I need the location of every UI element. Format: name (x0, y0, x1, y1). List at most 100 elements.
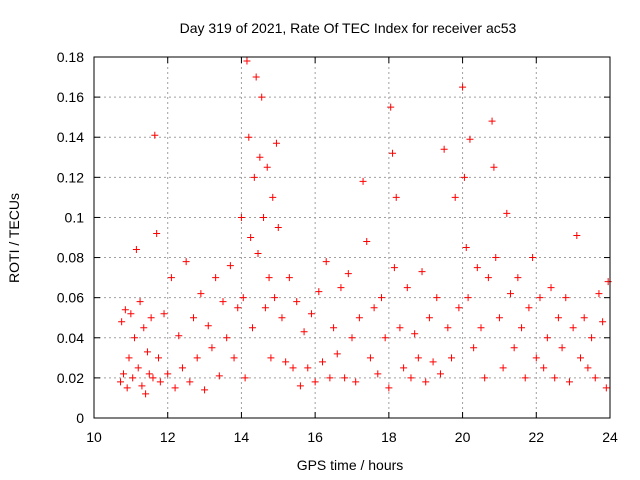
data-point (348, 334, 356, 342)
data-point (215, 372, 223, 380)
chart-title: Day 319 of 2021, Rate Of TEC Index for r… (180, 20, 517, 36)
data-point (147, 314, 155, 322)
data-point (125, 354, 133, 362)
data-point (506, 290, 514, 298)
data-point (129, 374, 137, 382)
data-point (352, 378, 360, 386)
data-point (433, 294, 441, 302)
data-point (164, 370, 172, 378)
data-point (322, 258, 330, 266)
data-point (243, 57, 251, 65)
data-point (473, 264, 481, 272)
data-point (455, 304, 463, 312)
data-point (234, 304, 242, 312)
data-point (271, 294, 279, 302)
data-point (588, 334, 596, 342)
y-axis-label: ROTI / TECUs (6, 193, 22, 283)
data-point (272, 139, 280, 147)
y-tick-label: 0.18 (57, 49, 84, 65)
data-point (149, 374, 157, 382)
data-point (518, 324, 526, 332)
x-tick-label: 14 (234, 429, 250, 445)
data-point (510, 344, 518, 352)
data-point (226, 262, 234, 270)
data-point (344, 270, 352, 278)
data-point (436, 370, 444, 378)
data-point (521, 374, 529, 382)
data-point (418, 268, 426, 276)
data-point (248, 324, 256, 332)
data-point (274, 223, 282, 231)
data-point (484, 274, 492, 282)
data-point (127, 310, 135, 318)
data-point (387, 103, 395, 111)
data-point (153, 229, 161, 237)
data-point (311, 378, 319, 386)
data-point (462, 244, 470, 252)
data-point (543, 334, 551, 342)
data-point (337, 284, 345, 292)
data-point (258, 93, 266, 101)
data-point (577, 354, 585, 362)
data-point (197, 290, 205, 298)
data-point (223, 334, 231, 342)
data-point (377, 294, 385, 302)
data-point (341, 374, 349, 382)
data-point (155, 354, 162, 362)
data-point (333, 350, 341, 358)
data-point (569, 324, 577, 332)
data-point (300, 328, 308, 336)
x-tick-label: 24 (602, 429, 618, 445)
data-point (396, 324, 404, 332)
data-point (182, 258, 190, 266)
data-point (117, 378, 125, 386)
data-point (385, 384, 393, 392)
data-point (448, 354, 456, 362)
data-point (282, 358, 290, 366)
data-point (256, 153, 264, 161)
data-point (540, 364, 548, 372)
y-tick-label: 0.14 (57, 129, 84, 145)
data-point (389, 149, 397, 157)
data-point (204, 322, 212, 330)
y-tick-label: 0.1 (65, 209, 85, 225)
data-point (145, 370, 153, 378)
data-point (580, 314, 588, 322)
data-point (359, 177, 367, 185)
data-point (254, 250, 262, 258)
data-point (562, 294, 570, 302)
data-point (390, 264, 398, 272)
x-tick-label: 20 (455, 429, 471, 445)
y-tick-label: 0 (76, 410, 84, 426)
data-point (143, 348, 151, 356)
data-point (595, 290, 603, 298)
data-point (132, 246, 140, 254)
y-tick-label: 0.12 (57, 169, 84, 185)
data-point (565, 378, 573, 386)
data-point (140, 324, 148, 332)
data-point (121, 306, 129, 314)
data-point (138, 382, 146, 390)
data-point (355, 314, 363, 322)
data-point (237, 213, 245, 221)
data-point (247, 234, 255, 241)
y-tick-label: 0.06 (57, 290, 84, 306)
data-point (551, 374, 559, 382)
data-point (307, 310, 315, 318)
data-point (285, 274, 293, 282)
data-point (265, 274, 273, 282)
data-point (492, 254, 500, 262)
x-tick-label: 22 (528, 429, 544, 445)
data-points (117, 57, 612, 398)
data-point (190, 314, 198, 322)
data-point (488, 117, 496, 125)
data-point (289, 364, 297, 372)
data-point (142, 390, 150, 398)
data-point (119, 370, 127, 378)
y-tick-label: 0.08 (57, 250, 84, 266)
data-point (381, 334, 389, 342)
data-point (490, 163, 498, 171)
data-point (304, 364, 312, 372)
